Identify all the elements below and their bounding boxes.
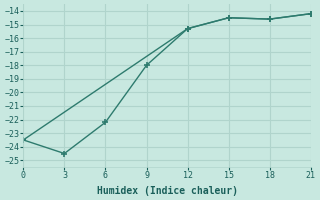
X-axis label: Humidex (Indice chaleur): Humidex (Indice chaleur) xyxy=(97,186,237,196)
